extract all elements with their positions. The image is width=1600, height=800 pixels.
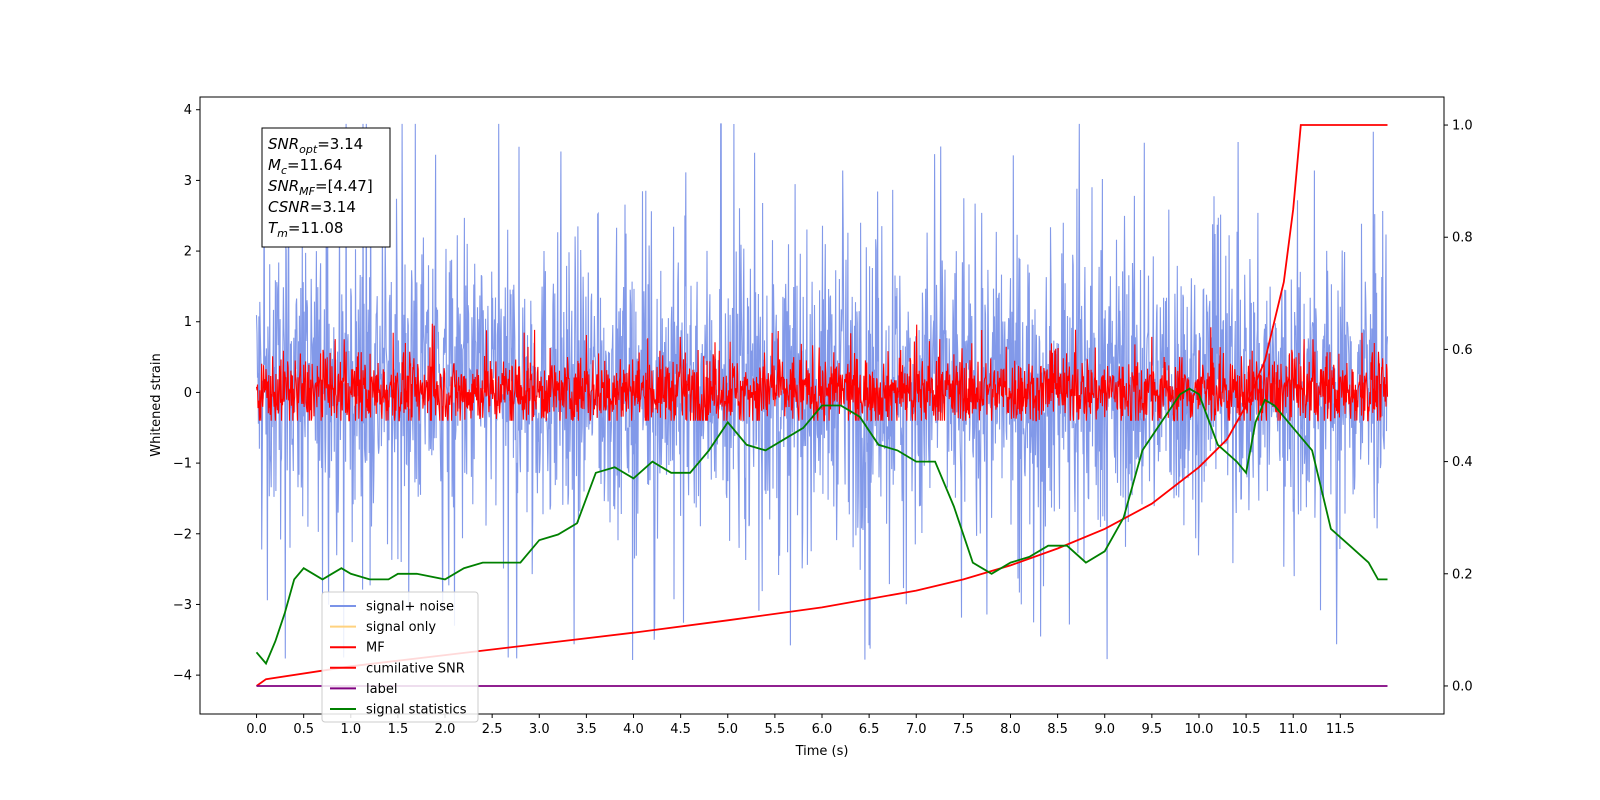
x-tick-label: 6.5 bbox=[859, 722, 880, 737]
x-axis: 0.0 0.5 1.0 1.5 2.0 2.5 3.0 3.5 4.0 4.5 5.0 5.5 6.0 6… bbox=[246, 714, 1355, 737]
y-tick-label-left: 1 bbox=[184, 315, 192, 330]
x-tick-label: 4.5 bbox=[670, 722, 691, 737]
x-tick-label: 10.0 bbox=[1184, 722, 1213, 737]
y-tick-label-left: −3 bbox=[173, 598, 192, 613]
x-tick-label: 6.0 bbox=[812, 722, 833, 737]
legend: signal+ noise signal only MF cumilative SNR… bbox=[321, 591, 479, 723]
x-tick-label: 11.0 bbox=[1279, 722, 1308, 737]
y-tick-label-right: 0.6 bbox=[1452, 343, 1473, 358]
series-line-cumilative-snr bbox=[255, 124, 1388, 687]
y-axis-label: Whitened strain bbox=[149, 353, 164, 456]
x-tick-label: 4.0 bbox=[623, 722, 644, 737]
x-tick-label: 5.0 bbox=[717, 722, 738, 737]
legend-label: signal+ noise bbox=[366, 600, 454, 615]
x-tick-label: 2.0 bbox=[435, 722, 456, 737]
x-tick-label: 0.5 bbox=[293, 722, 314, 737]
annotation-line: Tm=11.08 bbox=[268, 219, 343, 240]
y-tick-label-left: 4 bbox=[184, 103, 192, 118]
y-tick-label-left: 2 bbox=[184, 245, 192, 260]
x-tick-label: 9.0 bbox=[1094, 722, 1115, 737]
x-tick-label: 7.5 bbox=[953, 722, 974, 737]
y-tick-label-left: 0 bbox=[184, 386, 192, 401]
legend-label: cumilative SNR bbox=[366, 661, 465, 676]
y-tick-label-left: −4 bbox=[173, 669, 192, 684]
annotation-line: CSNR=3.14 bbox=[268, 198, 356, 216]
annotation-line: SNRMF=[4.47] bbox=[268, 177, 373, 198]
x-tick-label: 8.5 bbox=[1047, 722, 1068, 737]
series-line-signal-noise bbox=[255, 123, 1389, 661]
legend-label: MF bbox=[366, 641, 385, 656]
x-tick-label: 3.5 bbox=[576, 722, 597, 737]
x-tick-label: 10.5 bbox=[1232, 722, 1261, 737]
x-tick-label: 9.5 bbox=[1142, 722, 1163, 737]
series-line-mf bbox=[255, 323, 1389, 422]
legend-label: signal statistics bbox=[366, 703, 467, 718]
x-axis-label: Time (s) bbox=[795, 744, 849, 759]
x-tick-label: 11.5 bbox=[1326, 722, 1355, 737]
x-tick-label: 1.0 bbox=[340, 722, 361, 737]
x-tick-label: 0.0 bbox=[246, 722, 267, 737]
y-axis-left: −4 −3 −2 −1 0 1 2 3 4 bbox=[173, 103, 200, 684]
x-tick-label: 5.5 bbox=[765, 722, 786, 737]
x-tick-label: 8.0 bbox=[1000, 722, 1021, 737]
series-line-signal-statistics bbox=[255, 387, 1388, 666]
legend-frame bbox=[321, 591, 479, 723]
y-tick-label-right: 0.4 bbox=[1452, 455, 1473, 470]
annotation-box: SNRopt=3.14Mc=11.64SNRMF=[4.47]CSNR=3.14… bbox=[261, 127, 391, 248]
y-axis-right: 0.0 0.2 0.4 0.6 0.8 1.0 bbox=[1444, 119, 1473, 694]
y-tick-label-left: −2 bbox=[173, 527, 192, 542]
y-tick-label-right: 0.2 bbox=[1452, 567, 1473, 582]
legend-label: signal only bbox=[366, 620, 436, 635]
y-tick-label-right: 1.0 bbox=[1452, 119, 1473, 134]
y-tick-label-left: 3 bbox=[184, 174, 192, 189]
x-tick-label: 2.5 bbox=[482, 722, 503, 737]
x-tick-label: 1.5 bbox=[388, 722, 409, 737]
legend-label: label bbox=[366, 682, 397, 697]
annotation-line: Mc=11.64 bbox=[268, 156, 343, 177]
y-tick-label-right: 0.8 bbox=[1452, 231, 1473, 246]
annotation-frame bbox=[261, 127, 391, 248]
y-tick-label-left: −1 bbox=[173, 457, 192, 472]
annotation-line: SNRopt=3.14 bbox=[268, 135, 363, 156]
x-tick-label: 7.0 bbox=[906, 722, 927, 737]
x-tick-label: 3.0 bbox=[529, 722, 550, 737]
y-tick-label-right: 0.0 bbox=[1452, 679, 1473, 694]
